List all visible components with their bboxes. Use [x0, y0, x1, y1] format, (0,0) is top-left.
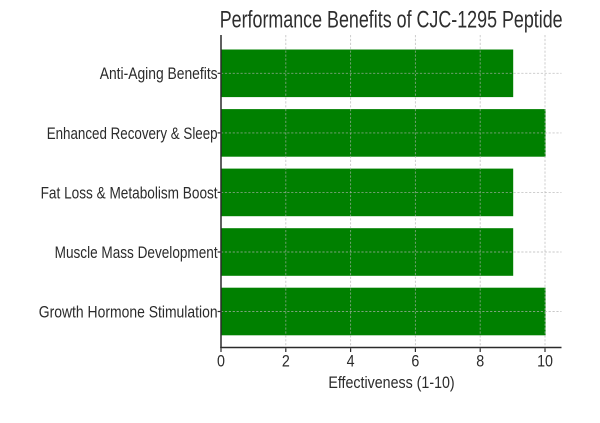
svg-text:Anti-Aging Benefits: Anti-Aging Benefits — [100, 65, 218, 84]
svg-text:Growth Hormone Stimulation: Growth Hormone Stimulation — [39, 303, 218, 322]
svg-text:Enhanced Recovery & Sleep: Enhanced Recovery & Sleep — [47, 124, 218, 143]
svg-text:6: 6 — [411, 352, 419, 370]
svg-text:Fat Loss & Metabolism Boost: Fat Loss & Metabolism Boost — [41, 184, 219, 203]
svg-text:8: 8 — [476, 352, 484, 370]
svg-text:Muscle Mass Development: Muscle Mass Development — [55, 244, 219, 263]
svg-text:4: 4 — [347, 352, 355, 370]
svg-text:Effectiveness (1-10): Effectiveness (1-10) — [328, 374, 454, 392]
svg-text:Performance Benefits of CJC-12: Performance Benefits of CJC-1295 Peptide — [220, 7, 563, 33]
svg-text:10: 10 — [537, 352, 553, 370]
svg-text:2: 2 — [282, 352, 290, 370]
svg-text:0: 0 — [217, 352, 225, 370]
